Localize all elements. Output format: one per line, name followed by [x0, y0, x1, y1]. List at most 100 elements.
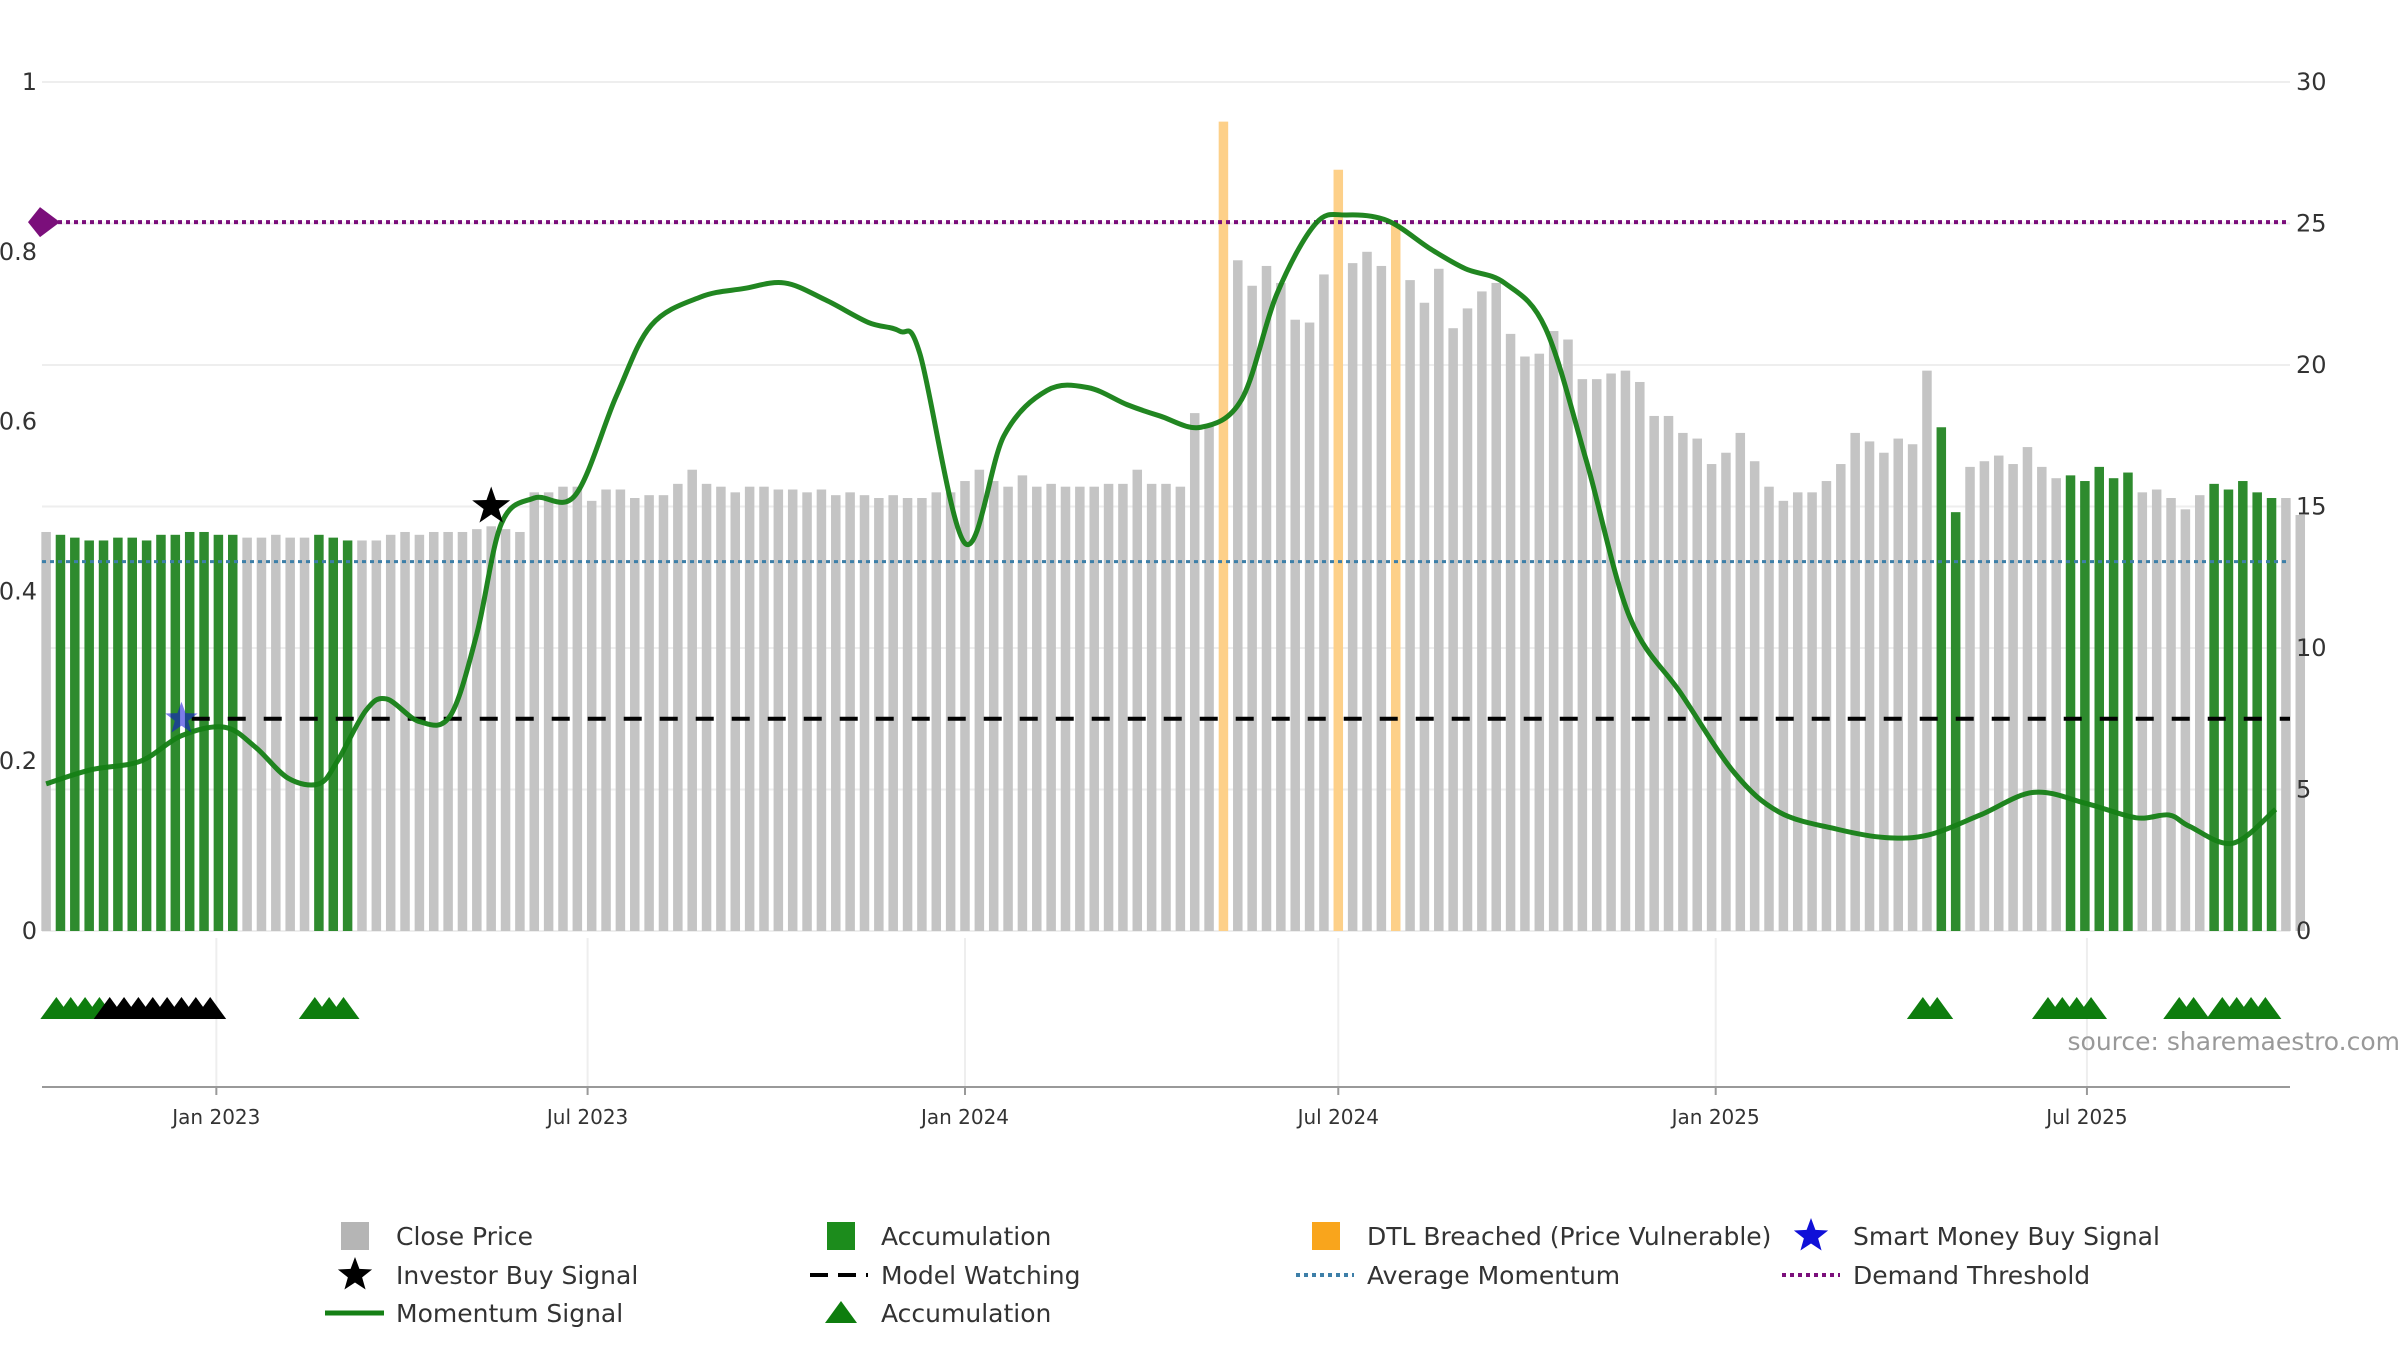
right-axis-tick-label: 25	[2296, 210, 2327, 238]
close-price-bar	[1161, 483, 1171, 931]
close-price-bar	[1189, 413, 1200, 931]
close-price-bar	[1778, 500, 1789, 931]
close-price-bar	[1764, 486, 1774, 931]
close-price-bar	[285, 537, 295, 931]
accumulation-triangle	[327, 997, 360, 1019]
right-axis-tick-label: 30	[2296, 68, 2327, 96]
accumulation-bar	[228, 534, 238, 931]
accumulation-triangles	[40, 997, 2282, 1019]
close-price-bar	[2295, 514, 2306, 931]
momentum-signal-line	[45, 211, 2278, 847]
accumulation-bar	[213, 534, 224, 931]
close-price-bar	[1075, 486, 1085, 931]
close-price-bar	[271, 534, 281, 931]
close-price-bar	[988, 481, 999, 931]
close-price-bar	[543, 492, 554, 931]
legend-label-smart-money: Smart Money Buy Signal	[1853, 1222, 2160, 1251]
accumulation-bar	[70, 537, 80, 931]
close-price-bar	[1118, 483, 1128, 931]
close-price-bar	[974, 469, 985, 931]
close-price-bar	[1548, 331, 1559, 931]
accumulation-triangle	[2177, 997, 2210, 1019]
close-price-bar	[1836, 464, 1846, 931]
close-price-bar	[1462, 308, 1473, 931]
close-price-bar	[687, 469, 697, 931]
close-price-bar	[888, 495, 898, 931]
legend-label-average-momentum: Average Momentum	[1367, 1261, 1620, 1290]
close-price-bar	[256, 537, 267, 931]
close-price-bar	[1132, 469, 1143, 931]
investor-buy-signal-star	[472, 486, 511, 523]
right-axis-tick-label: 0	[2296, 917, 2311, 945]
close-price-bar	[1505, 333, 1516, 931]
close-price-bar	[1247, 285, 1257, 931]
close-price-bar	[1290, 319, 1300, 932]
accumulation-bar	[2252, 492, 2262, 931]
left-axis-tick-label: 0.4	[0, 577, 37, 605]
momentum-layer	[45, 211, 2278, 847]
close-price-bar	[1807, 492, 1817, 931]
close-price-bar	[1792, 492, 1803, 931]
close-price-bar	[1046, 483, 1056, 931]
x-axis-tick-label: Jul 2025	[2044, 1105, 2127, 1129]
close-price-bar	[1261, 265, 1272, 931]
close-price-bar	[1749, 461, 1760, 931]
accumulation-bar	[342, 540, 353, 931]
close-price-bar	[515, 531, 525, 931]
x-axis-tick-label: Jul 2024	[1296, 1105, 1379, 1129]
close-price-bar	[371, 540, 382, 931]
close-price-bar	[1003, 486, 1013, 931]
accumulation-triangle	[2249, 997, 2282, 1019]
close-price-bar	[615, 489, 626, 931]
close-price-bar	[1060, 486, 1071, 931]
legend-triangle-accumulation-icon	[825, 1301, 857, 1323]
legend-swatch-dtl-breached	[1312, 1222, 1340, 1250]
legend-swatch-close-price	[341, 1222, 369, 1250]
close-price-bar	[744, 486, 755, 931]
close-price-bar	[644, 495, 654, 931]
close-price-bar	[2022, 447, 2033, 931]
close-price-bar	[1233, 260, 1243, 931]
close-price-bar	[1692, 438, 1702, 931]
accumulation-bar	[2238, 481, 2248, 931]
close-price-bar	[773, 489, 784, 931]
close-price-bar	[357, 540, 367, 931]
close-price-bar	[586, 500, 597, 931]
accumulation-bar	[156, 534, 166, 931]
dtl-breached-bar	[1390, 223, 1401, 931]
close-price-bar	[787, 489, 798, 931]
legend-swatch-accumulation	[827, 1222, 855, 1250]
right-axis-tick-label: 15	[2296, 493, 2327, 521]
accumulation-bar	[127, 537, 137, 931]
smart-money-buy-signal-star	[165, 701, 198, 733]
close-price-bar	[299, 537, 310, 931]
close-price-bar	[1405, 280, 1415, 932]
close-price-bar	[601, 489, 611, 931]
close-price-bar	[558, 486, 568, 931]
legend-label-momentum-signal: Momentum Signal	[396, 1299, 623, 1328]
close-price-bar	[1893, 438, 1903, 931]
close-price-bar	[1520, 356, 1530, 931]
close-price-bar	[730, 492, 741, 931]
right-axis-tick-label: 20	[2296, 351, 2327, 379]
close-price-bar	[1706, 464, 1717, 931]
legend: Close Price Accumulation DTL Breached (P…	[325, 1218, 2160, 1328]
x-axis-tick-label: Jan 2025	[1670, 1105, 1760, 1129]
close-price-bar	[486, 526, 496, 931]
close-price-bar	[1864, 441, 1875, 931]
close-price-bar	[2051, 478, 2061, 931]
right-axis-tick-label: 10	[2296, 634, 2327, 662]
close-price-bar	[2037, 466, 2047, 931]
signal-layer	[165, 486, 511, 733]
close-price-bar	[759, 486, 769, 931]
legend-star-smart-money-icon	[1793, 1218, 1829, 1251]
close-price-bar	[1979, 461, 1990, 931]
accumulation-bar	[2080, 481, 2090, 931]
accumulation-bar	[199, 531, 209, 931]
close-price-bar	[1103, 483, 1114, 931]
x-axis-tick-label: Jan 2024	[919, 1105, 1009, 1129]
close-price-bar	[429, 531, 439, 931]
close-price-bar	[1017, 475, 1028, 931]
close-price-bar	[630, 498, 640, 931]
